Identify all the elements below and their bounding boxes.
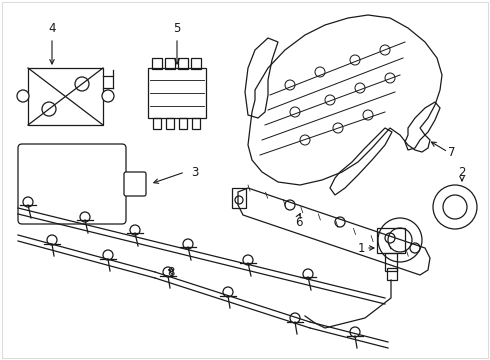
Bar: [152, 58, 162, 69]
Bar: [166, 118, 174, 129]
Bar: [165, 58, 175, 69]
Circle shape: [102, 90, 114, 102]
Bar: [28, 68, 103, 125]
FancyBboxPatch shape: [124, 172, 146, 196]
Text: 1: 1: [358, 242, 365, 255]
Text: 8: 8: [168, 266, 175, 279]
Bar: [148, 68, 206, 118]
Text: 7: 7: [448, 145, 456, 158]
Text: 2: 2: [458, 166, 466, 179]
Bar: [191, 58, 201, 69]
Bar: [153, 118, 161, 129]
Text: 3: 3: [191, 166, 198, 179]
Bar: [377, 228, 405, 253]
Bar: [385, 253, 397, 271]
Bar: [179, 118, 187, 129]
Circle shape: [17, 90, 29, 102]
Text: 5: 5: [173, 22, 181, 35]
Text: 4: 4: [48, 22, 56, 35]
Bar: [178, 58, 188, 69]
Bar: [387, 268, 397, 280]
Bar: [192, 118, 200, 129]
Bar: [232, 188, 246, 208]
Text: 6: 6: [295, 216, 302, 229]
